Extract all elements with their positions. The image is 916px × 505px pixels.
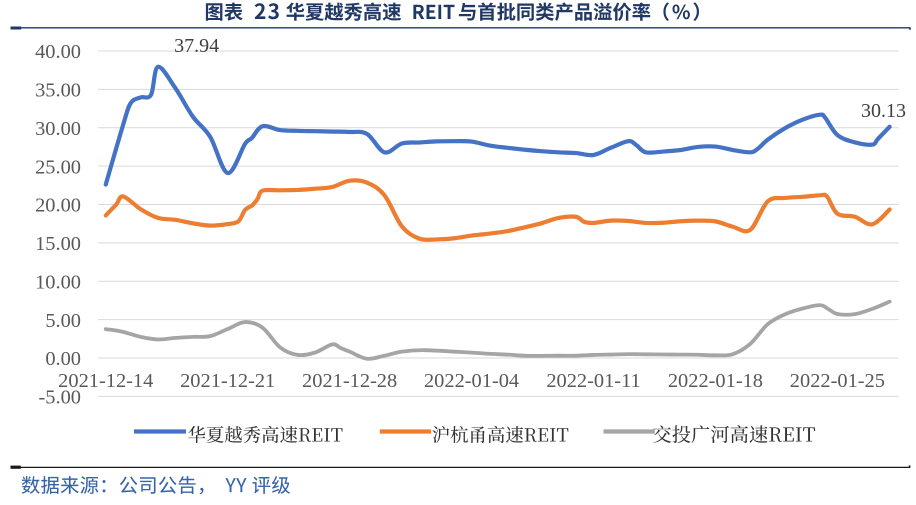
svg-text:2021-12-21: 2021-12-21 bbox=[180, 370, 275, 392]
svg-text:2022-01-04: 2022-01-04 bbox=[424, 370, 519, 392]
svg-text:2021-12-28: 2021-12-28 bbox=[302, 370, 397, 392]
svg-text:30.00: 30.00 bbox=[35, 118, 81, 140]
svg-text:40.00: 40.00 bbox=[35, 41, 81, 63]
svg-text:2021-12-14: 2021-12-14 bbox=[58, 370, 153, 392]
svg-text:2022-01-18: 2022-01-18 bbox=[668, 370, 763, 392]
svg-text:10.00: 10.00 bbox=[35, 271, 81, 293]
svg-text:5.00: 5.00 bbox=[45, 310, 81, 332]
svg-text:20.00: 20.00 bbox=[35, 195, 81, 217]
svg-text:15.00: 15.00 bbox=[35, 233, 81, 255]
svg-text:37.94: 37.94 bbox=[174, 35, 219, 57]
svg-text:2022-01-11: 2022-01-11 bbox=[546, 370, 640, 392]
svg-text:-5.00: -5.00 bbox=[39, 387, 81, 409]
svg-text:25.00: 25.00 bbox=[35, 156, 81, 178]
svg-text:2022-01-25: 2022-01-25 bbox=[790, 370, 885, 392]
svg-text:30.13: 30.13 bbox=[861, 100, 906, 122]
svg-text:35.00: 35.00 bbox=[35, 80, 81, 102]
svg-text:0.00: 0.00 bbox=[45, 348, 81, 370]
